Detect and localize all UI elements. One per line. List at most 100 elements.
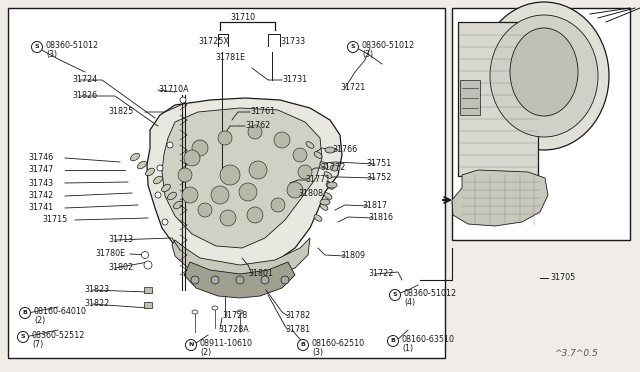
Text: 31743: 31743	[28, 179, 53, 187]
Circle shape	[31, 42, 42, 52]
Text: 31728: 31728	[222, 311, 247, 321]
Circle shape	[348, 42, 358, 52]
Circle shape	[157, 165, 163, 171]
Circle shape	[192, 140, 208, 156]
Text: (2): (2)	[34, 315, 45, 324]
Text: 08360-51012: 08360-51012	[46, 41, 99, 49]
Text: 31741: 31741	[28, 203, 53, 212]
Circle shape	[281, 276, 289, 284]
Ellipse shape	[320, 199, 330, 205]
Circle shape	[271, 198, 285, 212]
Ellipse shape	[212, 306, 218, 310]
Ellipse shape	[314, 152, 322, 158]
Text: 31816: 31816	[368, 214, 393, 222]
Text: 31808: 31808	[298, 189, 323, 199]
Text: ^3.7^0.5: ^3.7^0.5	[554, 349, 598, 358]
Bar	[8, 8, 445, 358]
Circle shape	[191, 276, 199, 284]
Text: 31801: 31801	[248, 269, 273, 279]
Text: 08160-64010: 08160-64010	[34, 307, 87, 315]
Text: 31766: 31766	[332, 145, 357, 154]
Text: (3): (3)	[362, 49, 373, 58]
Text: 31713: 31713	[108, 235, 133, 244]
Text: (4): (4)	[404, 298, 415, 307]
Circle shape	[390, 289, 401, 301]
Ellipse shape	[192, 310, 198, 314]
Ellipse shape	[154, 176, 163, 184]
Circle shape	[247, 207, 263, 223]
Polygon shape	[162, 108, 322, 248]
Ellipse shape	[145, 168, 154, 176]
Text: 31762: 31762	[245, 122, 270, 131]
Ellipse shape	[320, 162, 328, 168]
Text: 31733: 31733	[280, 38, 305, 46]
Ellipse shape	[324, 193, 332, 199]
Text: 08911-10610: 08911-10610	[200, 339, 253, 347]
Circle shape	[298, 165, 312, 179]
Circle shape	[387, 336, 399, 346]
Ellipse shape	[168, 192, 177, 200]
Text: (2): (2)	[200, 347, 211, 356]
Ellipse shape	[161, 184, 170, 192]
Ellipse shape	[314, 215, 322, 221]
Circle shape	[220, 210, 236, 226]
Text: 31802: 31802	[108, 263, 133, 273]
Circle shape	[239, 183, 257, 201]
Text: 31817: 31817	[362, 202, 387, 211]
Polygon shape	[172, 238, 310, 282]
Circle shape	[167, 142, 173, 148]
Circle shape	[298, 340, 308, 350]
Text: 31731: 31731	[282, 76, 307, 84]
Circle shape	[218, 131, 232, 145]
Circle shape	[249, 161, 267, 179]
Text: S: S	[351, 45, 355, 49]
Text: 31725X: 31725X	[198, 38, 229, 46]
Text: 31771: 31771	[305, 176, 330, 185]
Text: S: S	[35, 45, 39, 49]
Text: 31809: 31809	[340, 251, 365, 260]
Circle shape	[261, 276, 269, 284]
Ellipse shape	[306, 142, 314, 148]
Text: 31823: 31823	[84, 285, 109, 295]
Circle shape	[287, 182, 303, 198]
Text: (3): (3)	[46, 49, 57, 58]
Text: 31761: 31761	[250, 108, 275, 116]
Text: 31715: 31715	[42, 215, 67, 224]
Circle shape	[162, 219, 168, 225]
Polygon shape	[184, 262, 295, 298]
Bar	[144, 302, 152, 308]
Ellipse shape	[237, 310, 243, 314]
Circle shape	[182, 187, 198, 203]
Text: 08160-62510: 08160-62510	[312, 339, 365, 347]
Ellipse shape	[327, 182, 337, 188]
Text: N: N	[188, 343, 194, 347]
Circle shape	[274, 132, 290, 148]
Text: (7): (7)	[32, 340, 44, 349]
Circle shape	[180, 97, 186, 103]
Circle shape	[178, 168, 192, 182]
Text: 31721: 31721	[340, 83, 365, 93]
Ellipse shape	[138, 161, 147, 169]
Text: B: B	[22, 311, 28, 315]
Text: 31782: 31782	[285, 311, 310, 321]
Text: 31705: 31705	[550, 273, 575, 282]
Text: B: B	[390, 339, 396, 343]
Text: S: S	[20, 334, 26, 340]
Text: 31728A: 31728A	[218, 324, 249, 334]
Ellipse shape	[330, 165, 340, 171]
Bar	[458, 22, 538, 176]
Text: (3): (3)	[312, 347, 323, 356]
Circle shape	[144, 261, 152, 269]
Text: 31710A: 31710A	[158, 86, 189, 94]
Circle shape	[186, 340, 196, 350]
Circle shape	[141, 251, 148, 259]
Circle shape	[198, 203, 212, 217]
Text: 08160-63510: 08160-63510	[402, 334, 455, 343]
Ellipse shape	[173, 201, 182, 209]
Text: 31781: 31781	[285, 326, 310, 334]
Ellipse shape	[324, 172, 332, 178]
Text: 31826: 31826	[72, 92, 97, 100]
Circle shape	[184, 150, 200, 166]
Ellipse shape	[320, 204, 328, 210]
Ellipse shape	[479, 2, 609, 150]
